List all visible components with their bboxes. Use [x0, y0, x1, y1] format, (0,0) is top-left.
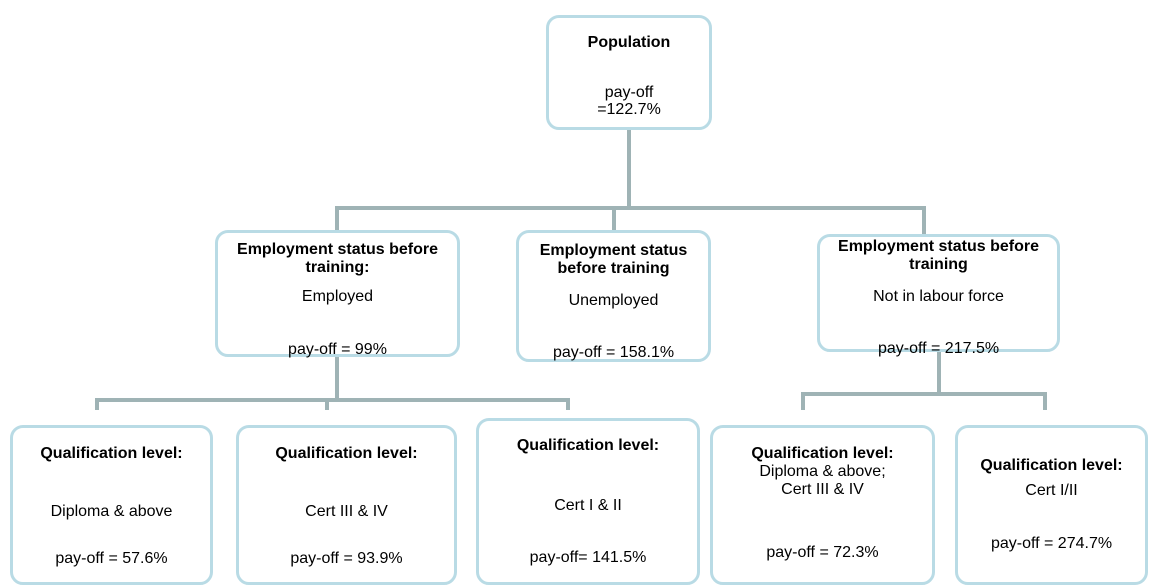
- connector: [801, 352, 1047, 410]
- node-payoff: pay-off = 93.9%: [290, 550, 403, 567]
- node-payoff: pay-off = 57.6%: [55, 550, 168, 567]
- node-box: Employment status before training: Employ…: [215, 230, 460, 358]
- node-box: Employment status before training Not in …: [817, 234, 1060, 357]
- node-payoff: pay-off = 99%: [288, 341, 387, 358]
- node-payoff: pay-off = 158.1%: [552, 344, 675, 361]
- node-title: Qualification level:: [275, 445, 418, 462]
- node-detail: Cert I/II: [1025, 482, 1078, 499]
- connector: [335, 130, 926, 234]
- node-box: Qualification level: Cert I/II pay-off = 2…: [955, 425, 1148, 585]
- node-detail: Cert III & IV: [781, 481, 864, 498]
- node-box: Population pay-off =122.7%: [546, 15, 712, 130]
- node-payoff: pay-off = 72.3%: [766, 544, 879, 561]
- node-title: Employment status before training: [539, 242, 688, 277]
- node-detail: Employed: [301, 288, 374, 305]
- node-detail: Diploma & above;: [759, 463, 886, 480]
- node-detail: Unemployed: [568, 292, 659, 309]
- node-detail: Diploma & above: [50, 503, 173, 520]
- node-title: Qualification level:: [980, 457, 1123, 474]
- node-box: Employment status before training Unemplo…: [516, 230, 711, 362]
- node-title: Qualification level:: [40, 445, 183, 462]
- node-box: Qualification level: Diploma & above; Cert…: [710, 425, 935, 585]
- node-payoff: pay-off= 141.5%: [529, 549, 647, 566]
- node-box: Qualification level: Diploma & above pay-o…: [10, 425, 213, 585]
- node-title: Population: [587, 34, 671, 51]
- node-title: Qualification level:: [516, 437, 660, 454]
- node-box: Qualification level: Cert I & II pay-off= …: [476, 418, 700, 585]
- node-box: Qualification level: Cert III & IV pay-off…: [236, 425, 457, 585]
- node-detail: =122.7%: [597, 101, 661, 118]
- connector: [95, 357, 570, 410]
- node-detail: Cert I & II: [554, 497, 622, 514]
- node-detail: Cert III & IV: [305, 503, 388, 520]
- node-detail: Not in labour force: [873, 288, 1004, 305]
- node-detail: pay-off: [604, 84, 654, 101]
- node-payoff: pay-off = 274.7%: [990, 535, 1113, 552]
- node-title: Employment status before training:: [237, 241, 438, 276]
- node-payoff: pay-off = 217.5%: [877, 340, 1000, 357]
- node-title: Employment status before training: [838, 238, 1039, 273]
- node-title: Qualification level:: [751, 445, 894, 462]
